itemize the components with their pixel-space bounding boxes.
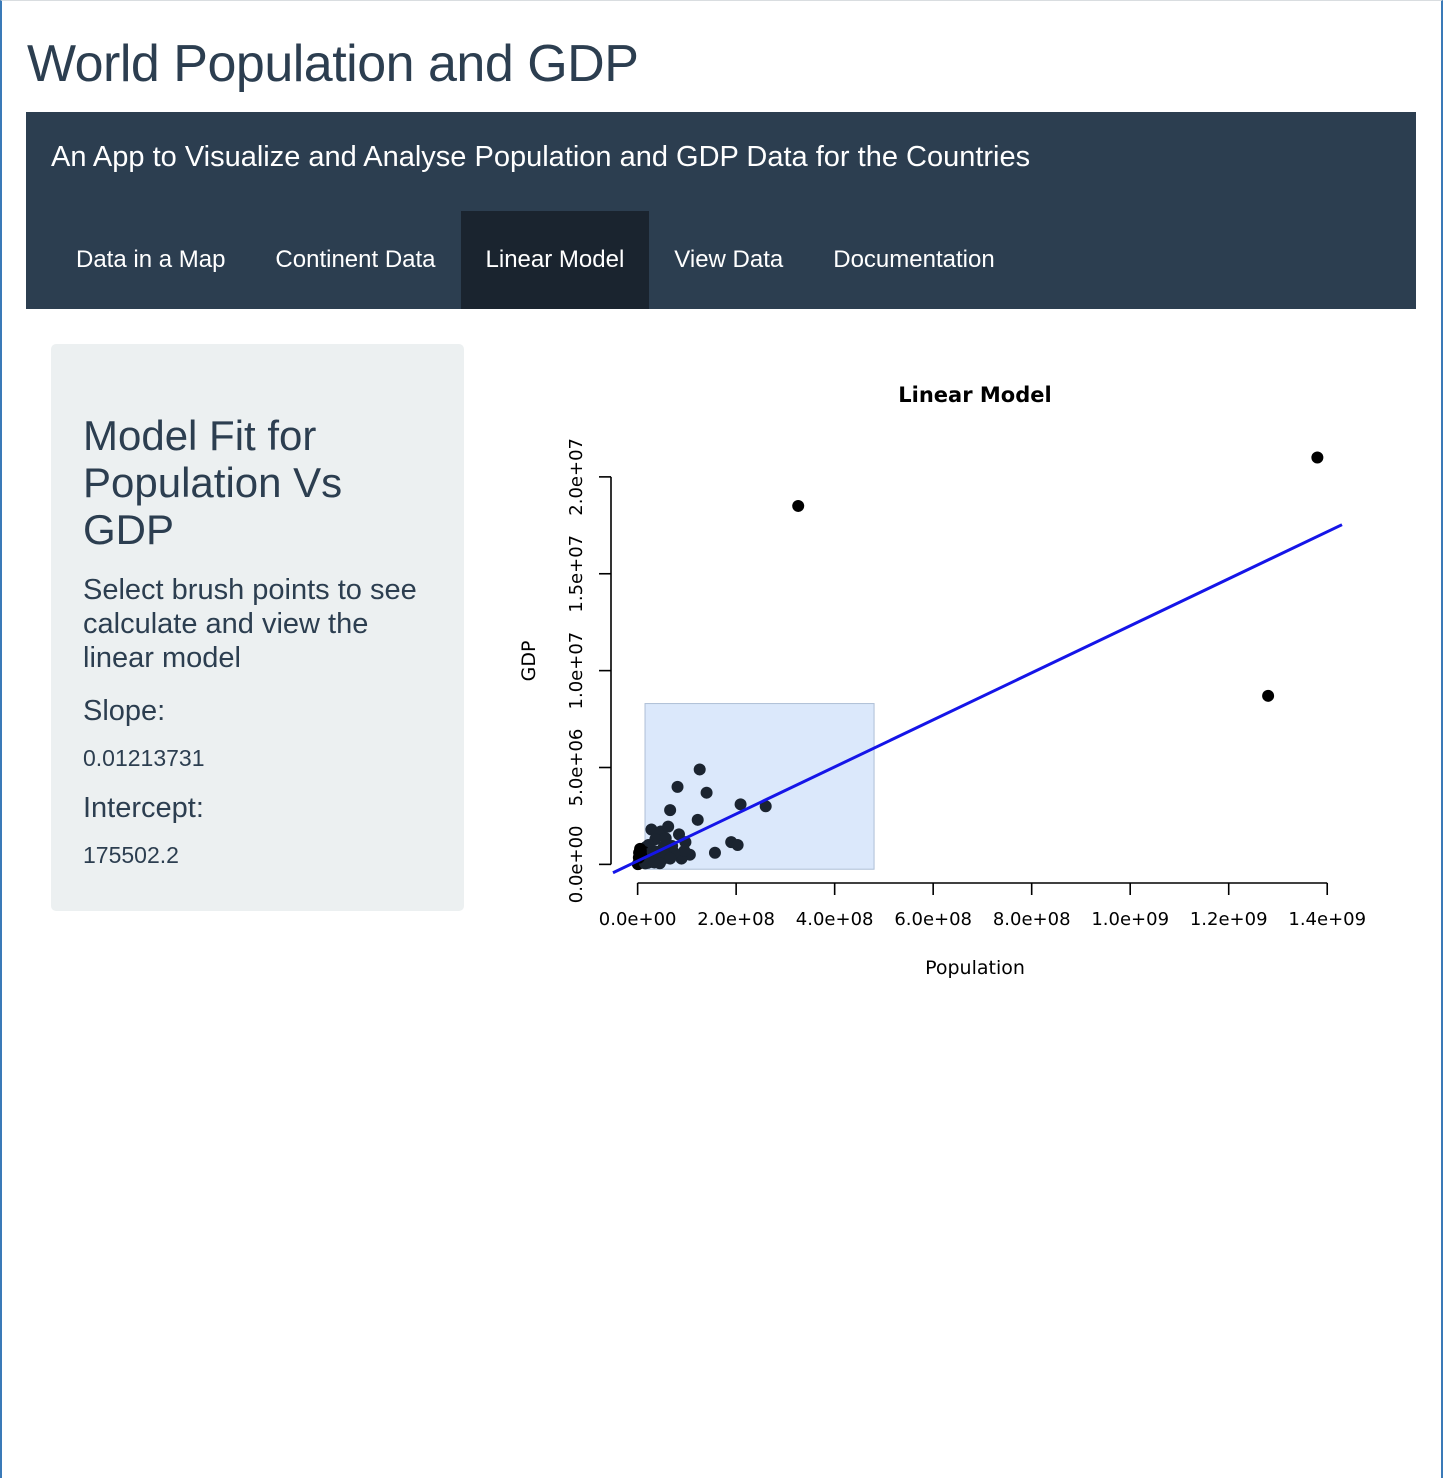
data-point bbox=[662, 820, 675, 833]
data-point bbox=[1262, 689, 1275, 702]
y-tick-label: 5.0e+06 bbox=[566, 729, 587, 807]
data-point bbox=[678, 844, 691, 857]
data-point bbox=[645, 823, 658, 836]
sidebar-panel: Model Fit for Population Vs GDP Select b… bbox=[51, 344, 464, 911]
tab-linear-model[interactable]: Linear Model bbox=[460, 211, 650, 309]
intercept-value: 175502.2 bbox=[83, 842, 179, 868]
x-axis-label: Population bbox=[925, 957, 1025, 979]
data-point bbox=[734, 798, 747, 811]
x-tick-label: 1.4e+09 bbox=[1288, 909, 1366, 930]
data-point bbox=[731, 839, 744, 851]
navbar: An App to Visualize and Analyse Populati… bbox=[26, 112, 1416, 309]
y-tick-label: 2.0e+07 bbox=[566, 438, 587, 516]
x-tick-label: 6.0e+08 bbox=[894, 909, 972, 930]
fit-line bbox=[612, 523, 1343, 875]
x-tick-label: 1.0e+09 bbox=[1091, 909, 1169, 930]
y-tick-label: 0.0e+00 bbox=[566, 826, 587, 904]
navbar-brand: An App to Visualize and Analyse Populati… bbox=[51, 141, 1031, 173]
nav-tabs: Data in a Map Continent Data Linear Mode… bbox=[51, 211, 1020, 309]
data-point bbox=[708, 846, 721, 859]
linear-model-chart[interactable]: 0.0e+00 2.0e+08 4.0e+08 6.0e+08 8.0e+08 1.0e+… bbox=[500, 360, 1400, 1000]
data-point bbox=[792, 499, 805, 512]
chart-svg[interactable]: 0.0e+00 2.0e+08 4.0e+08 6.0e+08 8.0e+08 1.0e+… bbox=[500, 360, 1400, 1000]
slope-label: Slope: bbox=[83, 695, 166, 727]
chart-title: Linear Model bbox=[898, 383, 1051, 407]
y-tick-label: 1.5e+07 bbox=[566, 535, 587, 613]
panel-instructions: Select brush points to see calculate and… bbox=[83, 574, 417, 674]
data-point bbox=[664, 852, 677, 865]
x-tick-label: 2.0e+08 bbox=[697, 909, 775, 930]
x-tick-label: 1.2e+09 bbox=[1190, 909, 1268, 930]
data-point bbox=[664, 804, 677, 817]
y-axis-label: GDP bbox=[518, 641, 540, 682]
data-point bbox=[693, 763, 706, 776]
y-tick-label: 1.0e+07 bbox=[566, 632, 587, 710]
x-tick-label: 4.0e+08 bbox=[796, 909, 874, 930]
intercept-label: Intercept: bbox=[83, 792, 204, 824]
tab-documentation[interactable]: Documentation bbox=[833, 246, 995, 273]
page-title: World Population and GDP bbox=[27, 35, 639, 93]
x-tick-label: 0.0e+00 bbox=[599, 909, 677, 930]
data-point bbox=[634, 844, 647, 857]
data-point bbox=[653, 857, 666, 870]
tab-continent-data[interactable]: Continent Data bbox=[275, 246, 436, 273]
data-point bbox=[759, 800, 772, 813]
tab-data-in-a-map[interactable]: Data in a Map bbox=[76, 246, 226, 273]
x-tick-label: 8.0e+08 bbox=[993, 909, 1071, 930]
slope-value: 0.01213731 bbox=[83, 745, 205, 771]
data-point bbox=[691, 813, 704, 826]
data-point bbox=[1311, 451, 1324, 464]
data-point bbox=[700, 786, 713, 799]
data-point bbox=[671, 780, 684, 793]
panel-heading: Model Fit for Population Vs GDP bbox=[83, 412, 343, 553]
tab-view-data[interactable]: View Data bbox=[674, 246, 784, 273]
